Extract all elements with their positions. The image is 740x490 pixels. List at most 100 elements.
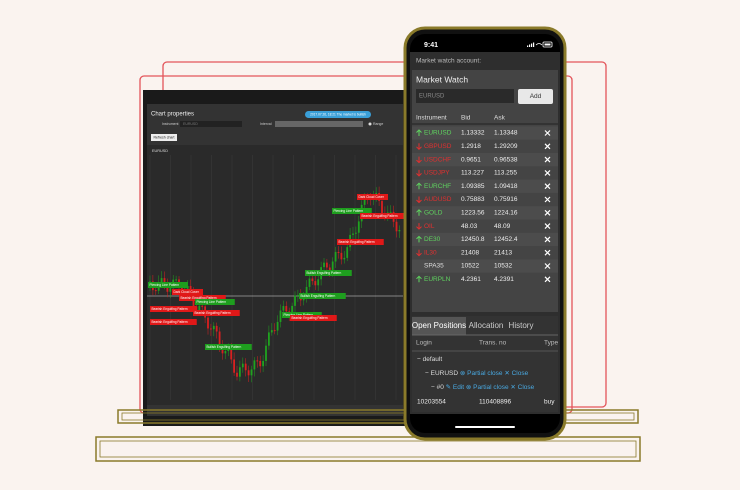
interval-slider[interactable] [275,121,363,127]
direction-arrow [416,223,422,230]
remove-button[interactable] [544,130,551,136]
add-button[interactable] [518,89,553,104]
candle-body [256,360,259,362]
remove-button[interactable] [544,143,551,150]
tree-text[interactable]: Partial close [473,384,509,391]
pattern-label: Bearish Engulfing Pattern [362,214,398,218]
tree-text[interactable]: Edit [453,384,464,391]
candle-body [230,349,233,360]
laptop-base-front-inner [99,440,637,458]
candle-body [262,360,264,367]
pattern-label-box [179,295,226,301]
add-button-text: Add [530,93,542,100]
candle-body [352,233,354,235]
candle-body [201,305,204,307]
instrument: EURUSD [424,130,452,137]
bid: 21408 [461,249,479,256]
pattern-label-box [193,310,240,316]
bid: 0.9651 [461,156,481,163]
instrument: IL30 [424,249,437,256]
tree-icon: ⊗ [464,384,473,391]
candle-body [265,345,267,361]
candle-body [305,286,308,299]
remove-button[interactable] [544,263,551,269]
pattern-label-box [332,208,372,214]
pattern-label-box [148,282,188,288]
candle-body [334,251,337,262]
candle-body [273,330,276,332]
pattern-label: Bullish Engulfing Pattern [301,294,336,298]
candle-body [357,221,360,233]
tab-active[interactable] [412,317,466,335]
refresh-button[interactable] [151,134,177,141]
tree-icon: ✎ [444,384,453,391]
status-badge [305,111,371,118]
instrument-input[interactable] [180,121,242,127]
bid: 10522 [461,263,479,270]
refresh-button-text: Refresh chart [153,135,174,139]
remove-button[interactable] [544,249,551,256]
tab[interactable]: History [509,321,534,330]
status-time: 9:41 [424,42,438,49]
panel-title: Market Watch [416,74,468,84]
remove-button[interactable] [544,276,551,283]
direction-arrow [416,196,422,204]
ask: 21413 [494,249,512,256]
candle-body [166,284,169,292]
range-checkbox[interactable] [368,122,372,126]
direction-arrow [416,182,422,190]
candle-body [279,310,282,322]
candle-body [328,267,331,270]
candle-body [212,325,215,330]
candle-body [297,294,299,296]
tree-icon: ✕ [509,384,518,391]
account-label: Market watch account: [416,58,481,65]
remove-button[interactable] [544,156,551,163]
candle-body [215,325,218,332]
candle-body [163,278,166,285]
tree-text: default [423,356,443,363]
tree-row: − EURUSD ⊗ Partial close ✕ Close [425,370,529,377]
candle-body [326,262,328,268]
ask: 10532 [494,263,512,270]
candle-body [236,372,238,377]
bid: 113.227 [461,170,484,177]
tree-icon: ✕ [503,370,512,377]
pattern-label-box [299,293,346,299]
field-label: Instrument [162,122,179,126]
candle-body [317,279,320,286]
pattern-label: Bearish Engulfing Pattern [152,307,188,311]
laptop-app: Chart properties Instrument EURUSD Inter… [147,111,407,405]
laptop-base-front [95,436,641,462]
remove-button[interactable] [544,209,551,216]
symbol-input[interactable] [416,89,514,103]
tree-text[interactable]: Close [518,384,535,391]
pattern-label: Piercing Line Pattern [197,300,227,304]
remove-button[interactable] [544,169,551,176]
tree-text[interactable]: Partial close [467,370,503,377]
ask: 1224.16 [494,210,518,217]
candle-body [276,321,279,331]
ask: 48.09 [494,223,511,230]
remove-button[interactable] [544,183,551,190]
tab[interactable]: Open Positions [412,321,466,330]
candle-body [259,360,262,367]
tree-text: EURUSD [431,370,459,377]
remove-button[interactable] [544,236,551,243]
tree-text[interactable]: Close [512,370,529,377]
instrument: GOLD [424,210,443,217]
candle-body [268,332,270,346]
pattern-label: Bearish Engulfing Pattern [339,240,375,244]
candle-body [311,278,314,282]
candle-body [239,367,241,377]
bid: 1.2918 [461,143,481,150]
candle-body [233,359,235,373]
candle-body [346,247,349,258]
remove-button[interactable] [544,196,551,203]
remove-button[interactable] [544,223,551,230]
instrument: SPA35 [424,263,444,270]
ask: 12452.4 [494,236,518,243]
phone-app: 9:41 Market watch account: Market Watch … [412,42,559,406]
tab[interactable]: Allocation [469,321,504,330]
